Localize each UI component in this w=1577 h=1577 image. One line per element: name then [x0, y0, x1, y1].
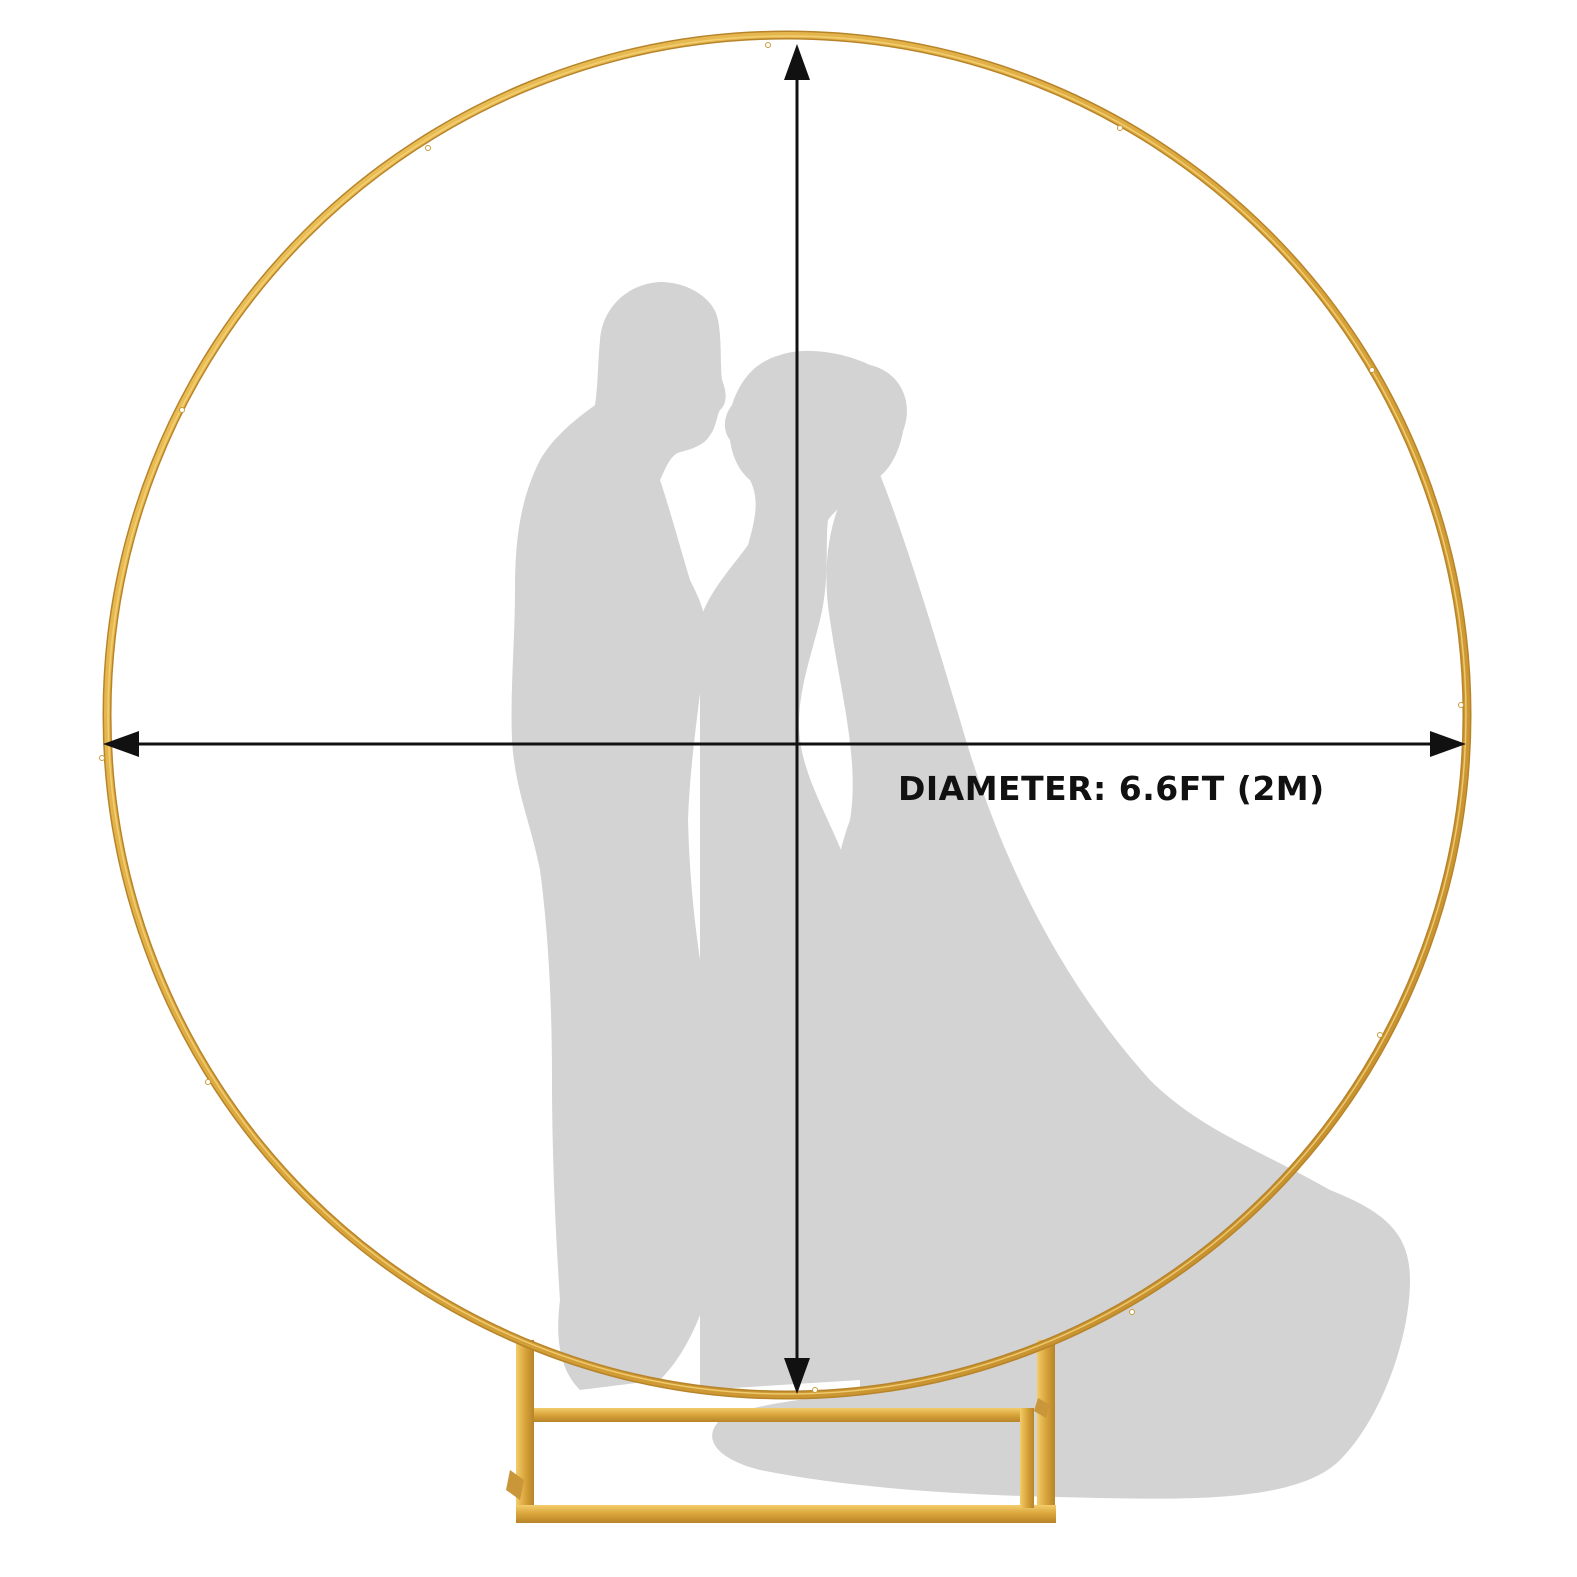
bride-figure: [700, 350, 940, 1390]
hoop-joint: [765, 42, 771, 48]
stand-crossbar-lower: [516, 1505, 1056, 1523]
groom-figure: [511, 282, 728, 1390]
hoop-joint: [1458, 702, 1464, 708]
couple-silhouette: [511, 282, 1410, 1499]
hoop-joint: [1117, 125, 1123, 131]
arrow-left-icon: [103, 731, 139, 757]
stand-right-post: [1037, 1340, 1055, 1520]
hoop-joint: [205, 1079, 211, 1085]
clamp-right: [1034, 1398, 1050, 1418]
stand-crossbar-upper: [534, 1408, 1024, 1422]
arrow-down-icon: [784, 1358, 810, 1394]
stand-side-rail-right: [1020, 1408, 1034, 1508]
clamp-left: [506, 1470, 524, 1500]
hoop-joint: [1129, 1309, 1135, 1315]
hoop-joints: [99, 42, 1464, 1393]
gold-hoop: [99, 30, 1472, 1400]
dimension-lines: [103, 44, 1466, 1394]
hoop-ring-highlight: [107, 35, 1467, 1395]
hoop-joint: [1377, 1032, 1383, 1038]
hoop-stand: [506, 1340, 1056, 1523]
hoop-joint: [99, 755, 105, 761]
hoop-joint: [1369, 367, 1375, 373]
hoop-joint: [425, 145, 431, 151]
arrow-up-icon: [784, 44, 810, 80]
hoop-ring: [104, 32, 1470, 1398]
hoop-joint: [812, 1387, 818, 1393]
diameter-label: DIAMETER: 6.6FT (2M): [898, 769, 1325, 808]
veil-top: [820, 362, 905, 480]
stand-left-post: [516, 1340, 534, 1520]
arrow-right-icon: [1430, 731, 1466, 757]
hoop-joint: [179, 407, 185, 413]
